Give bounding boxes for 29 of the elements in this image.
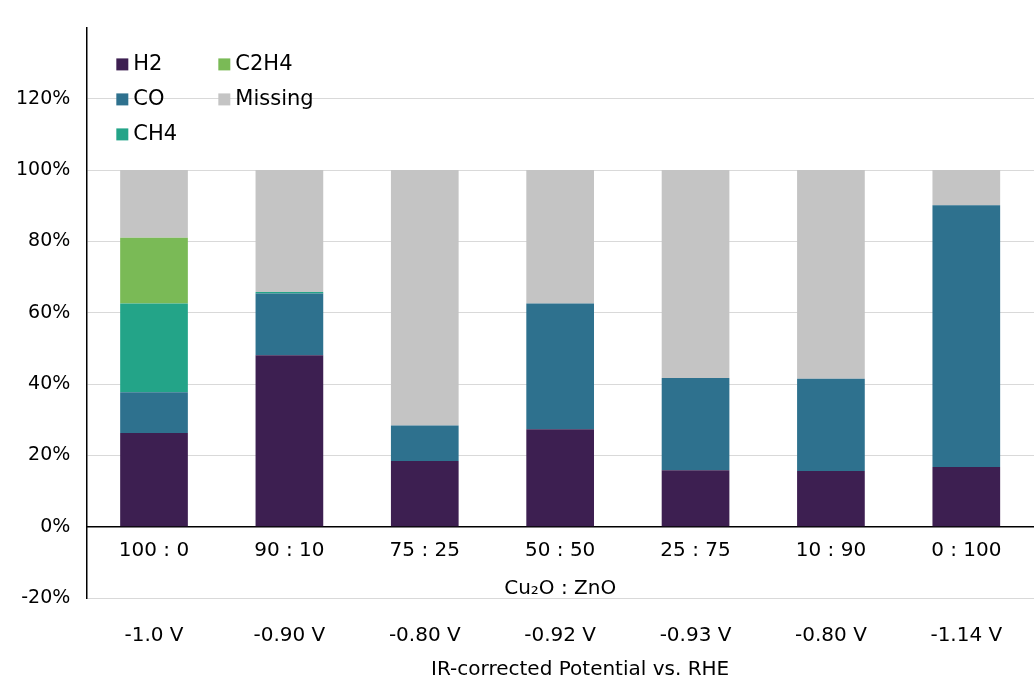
text: -0.80 V xyxy=(388,622,461,647)
legend-label: H2 xyxy=(133,50,163,75)
y-tick-label: 0% xyxy=(40,513,71,536)
x-tick-label: 50 : 50 xyxy=(524,536,596,561)
y-tick-label: 60% xyxy=(28,299,71,322)
text: -0.93 V xyxy=(659,622,732,647)
legend-label: Missing xyxy=(235,85,314,110)
text: -0.90 V xyxy=(253,622,326,647)
y-tick-label: 40% xyxy=(28,370,71,393)
y-tick-label: 20% xyxy=(28,442,71,465)
y-tick-label: 120% xyxy=(15,85,71,108)
x-tick-label: 100 : 0 xyxy=(118,536,190,561)
y-tick-label: -20% xyxy=(21,584,71,607)
legend-label: CH4 xyxy=(133,120,178,145)
x-tick-label: 10 : 90 xyxy=(795,536,867,561)
text: -0.80 V xyxy=(795,622,868,647)
text: -0.92 V xyxy=(524,622,597,647)
text: IR-corrected Potential vs. RHE xyxy=(431,656,730,681)
text: -1.14 V xyxy=(930,622,1003,647)
legend-label: CO xyxy=(133,85,165,110)
x-tick-label: 75 : 25 xyxy=(389,536,460,561)
x-axis-title: Cu₂O : ZnO xyxy=(504,574,617,599)
x-tick-label: 0 : 100 xyxy=(931,536,1002,561)
y-tick-label: 80% xyxy=(28,228,71,251)
legend-label: C2H4 xyxy=(235,50,293,75)
y-tick-label: 100% xyxy=(15,156,71,179)
text: -1.0 V xyxy=(124,622,184,647)
x-tick-label: 25 : 75 xyxy=(660,536,731,561)
x-tick-label: 90 : 10 xyxy=(254,536,325,561)
